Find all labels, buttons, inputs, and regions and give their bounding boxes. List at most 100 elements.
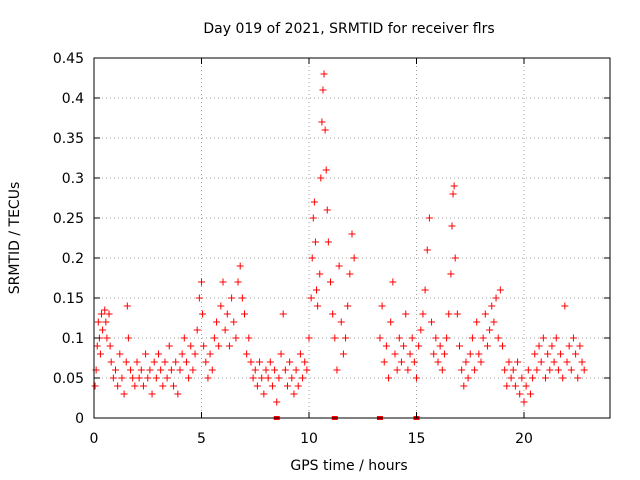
data-point: [462, 358, 470, 366]
data-point: [124, 334, 132, 342]
data-point: [275, 374, 283, 382]
data-point: [185, 374, 193, 382]
data-point: [148, 390, 156, 398]
data-point: [419, 310, 427, 318]
data-point: [318, 118, 326, 126]
data-point: [574, 374, 582, 382]
data-point: [98, 310, 106, 318]
data-point: [346, 270, 354, 278]
data-point: [251, 366, 259, 374]
data-point: [174, 390, 182, 398]
y-tick-label: 0.2: [62, 251, 84, 267]
data-point: [103, 334, 111, 342]
data-point: [253, 382, 261, 390]
data-point: [264, 374, 272, 382]
y-tick-label: 0.05: [53, 371, 84, 387]
y-tick-label: 0.15: [53, 291, 84, 307]
data-point: [91, 382, 99, 390]
data-point: [217, 302, 225, 310]
data-point: [471, 366, 479, 374]
data-point: [466, 350, 474, 358]
data-point: [397, 358, 405, 366]
data-point: [486, 326, 494, 334]
data-point: [333, 366, 341, 374]
data-point: [550, 358, 558, 366]
data-point: [256, 358, 264, 366]
data-point: [187, 342, 195, 350]
data-point: [453, 310, 461, 318]
data-point: [450, 182, 458, 190]
data-point: [507, 374, 515, 382]
data-point: [109, 374, 117, 382]
data-point: [299, 374, 307, 382]
data-point: [490, 318, 498, 326]
data-point: [131, 382, 139, 390]
data-point: [307, 294, 315, 302]
data-point: [514, 358, 522, 366]
data-point: [133, 358, 141, 366]
data-point: [238, 294, 246, 302]
data-point: [215, 342, 223, 350]
y-tick-label: 0.45: [53, 51, 84, 67]
data-point: [241, 310, 248, 318]
data-point: [440, 350, 448, 358]
data-point: [228, 294, 236, 302]
data-point: [178, 350, 186, 358]
data-point: [137, 366, 145, 374]
data-point: [402, 310, 410, 318]
data-point: [221, 326, 229, 334]
data-point: [542, 374, 549, 382]
data-point: [385, 374, 393, 382]
data-point: [170, 382, 178, 390]
data-point: [389, 278, 397, 286]
data-point: [458, 366, 466, 374]
data-point: [448, 222, 456, 230]
data-point: [376, 334, 384, 342]
data-point: [477, 358, 485, 366]
data-point: [481, 310, 489, 318]
data-point: [273, 398, 281, 406]
data-point: [281, 366, 289, 374]
data-point: [483, 342, 491, 350]
data-point: [247, 358, 255, 366]
data-point: [180, 334, 188, 342]
data-point: [578, 358, 586, 366]
data-point: [308, 254, 316, 262]
data-point: [557, 350, 565, 358]
data-point: [324, 238, 332, 246]
x-tick-label: 15: [408, 431, 426, 447]
data-point: [155, 350, 162, 358]
data-point: [189, 366, 197, 374]
data-point: [266, 358, 274, 366]
data-point: [296, 350, 304, 358]
data-point: [94, 318, 102, 326]
data-point: [199, 310, 207, 318]
data-point: [544, 350, 552, 358]
data-point: [432, 334, 440, 342]
data-point: [413, 374, 420, 382]
data-point: [200, 342, 208, 350]
data-point: [516, 390, 524, 398]
plot-frame: [93, 57, 611, 419]
data-point: [301, 358, 309, 366]
y-tick-label: 0.35: [53, 131, 84, 147]
data-point: [294, 382, 302, 390]
data-point: [576, 342, 584, 350]
data-point: [112, 366, 119, 374]
data-point: [428, 318, 436, 326]
data-point: [443, 334, 451, 342]
data-point: [468, 334, 476, 342]
data-point: [144, 374, 152, 382]
data-point: [262, 366, 270, 374]
data-point: [204, 374, 212, 382]
data-point: [406, 350, 414, 358]
data-point: [580, 366, 588, 374]
data-point: [225, 342, 233, 350]
data-point: [572, 350, 580, 358]
data-point: [198, 278, 205, 286]
data-point: [234, 278, 242, 286]
data-point: [387, 318, 395, 326]
data-point: [378, 302, 386, 310]
data-point: [335, 262, 343, 270]
